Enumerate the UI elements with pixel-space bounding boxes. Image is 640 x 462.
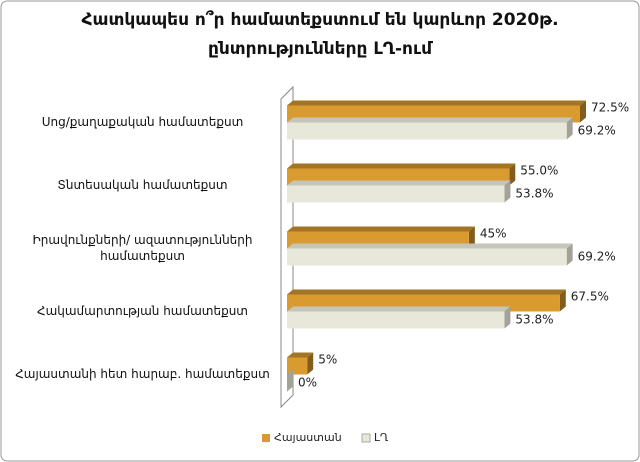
value-label: 53.8% [515,313,553,327]
value-label: 69.2% [578,250,616,264]
bar-top [287,180,511,186]
value-label: 5% [318,353,337,367]
bar-top [287,100,586,106]
bar-side [504,306,511,329]
bar [287,248,567,266]
y-tick-label: Իրավունքների/ ազատությունների համատեքստ [32,232,253,263]
legend-label: Հայաստան [274,431,342,444]
bar-side [566,243,573,266]
bar-side [559,289,566,312]
value-label: 55.0% [520,164,558,178]
y-tick-label: Հակամարտության համատեքստ [36,303,248,318]
bar-side [468,226,475,249]
value-label: 67.5% [571,290,609,304]
bar-side [566,117,573,140]
bar-side [287,369,293,392]
bar-top [287,117,573,123]
bar [287,311,505,329]
bar [287,357,308,375]
bar-top [287,289,566,295]
value-label: 45% [480,227,507,241]
bar-top [287,352,314,358]
bar [287,122,567,140]
value-label: 0% [298,376,317,390]
value-label: 72.5% [591,101,629,115]
bar-side [504,180,511,203]
y-tick-label: Սոց/քաղաքական համատեքստ [41,114,244,129]
chart-title: Հատկապես ո՞ր համատեքստում են կարևոր 2020… [81,10,559,59]
bar-top [287,226,475,232]
bar-top [287,306,511,312]
bar-side [580,100,586,123]
bar-top [287,243,573,249]
value-label: 69.2% [578,124,616,138]
bar-top [287,163,516,169]
y-tick-label: Հայաստանի հետ հարաբ. համատեքստ [15,366,270,381]
y-tick-label: Տնտեսական համատեքստ [57,177,228,192]
value-label: 53.8% [515,187,553,201]
legend-swatch [262,434,270,442]
bar [287,185,505,203]
bar-side [307,352,314,375]
legend-label: ԼՂ [374,431,389,444]
legend-swatch [361,433,371,443]
bar-side [509,163,516,186]
